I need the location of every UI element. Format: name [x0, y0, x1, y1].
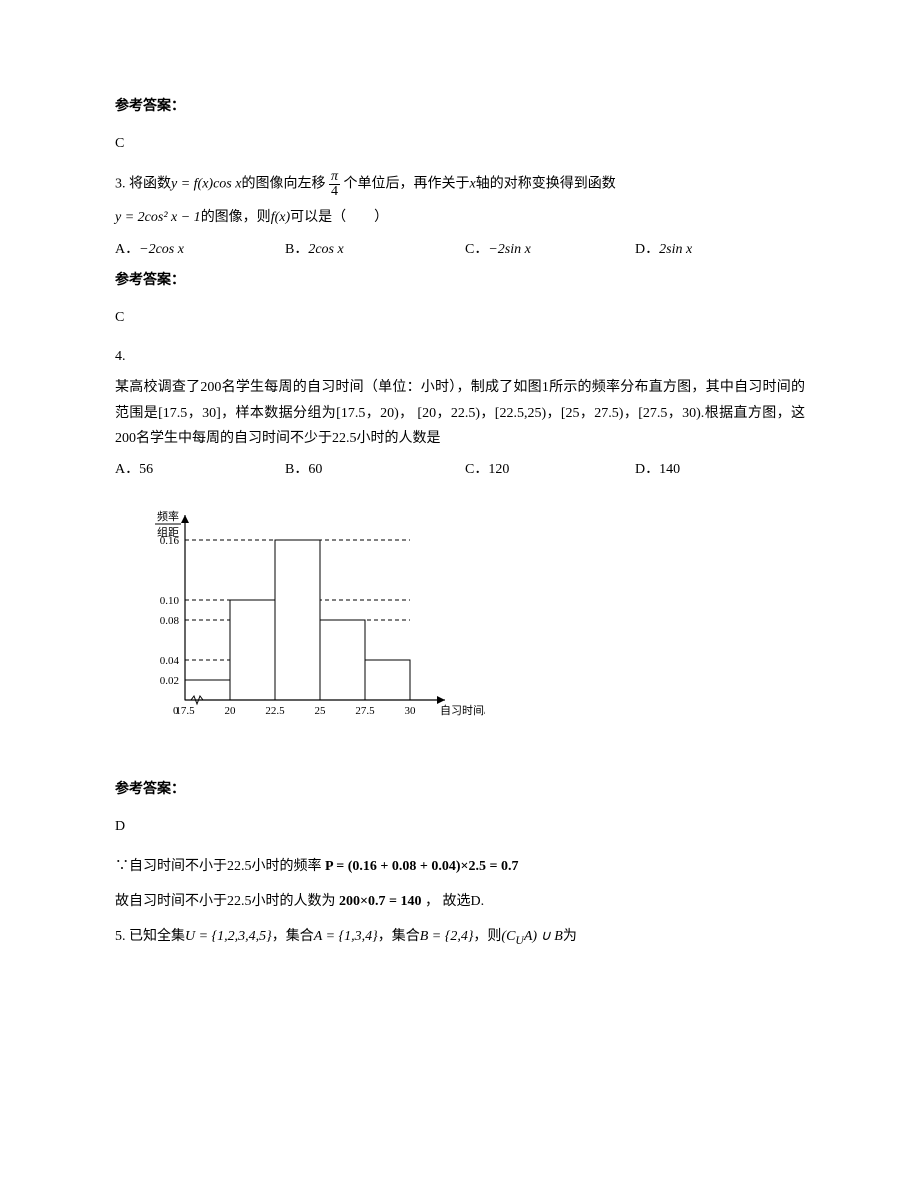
- q2-answer-block: 参考答案： C: [115, 94, 805, 156]
- q4-text: 某高校调查了200名学生每周的自习时间（单位：小时），制成了如图1所示的频率分布…: [115, 375, 805, 451]
- q5-e4: (CUA) ∪ B: [501, 929, 562, 944]
- svg-text:0.02: 0.02: [160, 675, 179, 687]
- q3-t1: 将函数: [129, 177, 171, 192]
- q3-answer-value: C: [115, 305, 805, 330]
- svg-text:27.5: 27.5: [355, 705, 375, 717]
- frac-den: 4: [329, 185, 340, 199]
- q4-answer-value: D: [115, 814, 805, 839]
- svg-text:0.08: 0.08: [160, 615, 180, 627]
- q4-answer-label: 参考答案：: [115, 777, 805, 802]
- q4-options: A．56 B．60 C．120 D．140: [115, 457, 805, 482]
- frac-num: π: [329, 170, 340, 185]
- q3-option-b: B．2cos x: [285, 237, 465, 262]
- q3-line2: y = 2cos² x − 1的图像，则f(x)可以是（ ）: [115, 205, 805, 230]
- q5-t1: 已知全集: [129, 929, 185, 944]
- q4-option-d: D．140: [635, 457, 775, 482]
- q5-t5: 为: [563, 929, 577, 944]
- svg-text:自习时间/小时: 自习时间/小时: [440, 704, 485, 717]
- q5-e1: U = {1,2,3,4,5}: [185, 929, 272, 944]
- svg-text:22.5: 22.5: [265, 705, 285, 717]
- svg-text:频率: 频率: [157, 509, 179, 523]
- q3-options: A．−2cos x B．2cos x C．−2sin x D．2sin x: [115, 237, 805, 262]
- q5-line: 5. 已知全集U = {1,2,3,4,5}，集合A = {1,3,4}，集合B…: [115, 924, 805, 951]
- q3-t3: 个单位后，再作关于: [343, 177, 469, 192]
- q3-l2-expr: y = 2cos² x − 1: [115, 210, 201, 225]
- q4-histogram: 频率组距0.020.040.080.100.16017.52022.52527.…: [125, 500, 805, 749]
- q5-t2: ，集合: [272, 929, 314, 944]
- q3-expr1: y = f(x)cos x: [171, 177, 241, 192]
- q4-sol-line2: 故自习时间不小于22.5小时的人数为 200×0.7 = 140 ， 故选D.: [115, 889, 805, 914]
- svg-text:0.16: 0.16: [160, 535, 180, 547]
- svg-text:0.04: 0.04: [160, 655, 180, 667]
- svg-text:17.5: 17.5: [175, 705, 195, 717]
- q3-l2-t2: 可以是（ ）: [290, 210, 388, 225]
- q3-t4: 轴的对称变换得到函数: [476, 177, 616, 192]
- answer-label: 参考答案：: [115, 94, 805, 119]
- q3-block: 3. 将函数y = f(x)cos x的图像向左移 π 4 个单位后，再作关于x…: [115, 170, 805, 330]
- q5-e3: B = {2,4}: [420, 929, 474, 944]
- q4-number: 4.: [115, 344, 805, 369]
- histogram-svg: 频率组距0.020.040.080.100.16017.52022.52527.…: [125, 500, 485, 740]
- svg-text:0.10: 0.10: [160, 595, 180, 607]
- q3-t2: 的图像向左移: [241, 177, 325, 192]
- q3-option-d: D．2sin x: [635, 237, 775, 262]
- pi-over-4: π 4: [329, 170, 340, 199]
- q3-option-c: C．−2sin x: [465, 237, 635, 262]
- q4-option-c: C．120: [465, 457, 635, 482]
- q5-t3: ，集合: [378, 929, 420, 944]
- q5-number: 5.: [115, 929, 129, 944]
- svg-text:20: 20: [225, 705, 237, 717]
- svg-text:30: 30: [405, 705, 417, 717]
- q3-line1: 3. 将函数y = f(x)cos x的图像向左移 π 4 个单位后，再作关于x…: [115, 170, 805, 199]
- q4-option-b: B．60: [285, 457, 465, 482]
- q3-number: 3.: [115, 177, 129, 192]
- q5-t4: ，则: [473, 929, 501, 944]
- q4-sol-line1: ∵自习时间不小于22.5小时的频率 P = (0.16 + 0.08 + 0.0…: [115, 854, 805, 879]
- q3-l2-expr2: f(x): [271, 210, 290, 225]
- sol1-formula: P = (0.16 + 0.08 + 0.04)×2.5 = 0.7: [325, 859, 519, 874]
- q5-e2: A = {1,3,4}: [314, 929, 378, 944]
- sol2-formula: 200×0.7 = 140: [339, 894, 421, 909]
- q3-answer-label: 参考答案：: [115, 268, 805, 293]
- sol2-pre: 故自习时间不小于22.5小时的人数为: [115, 894, 336, 909]
- sol1-pre: ∵自习时间不小于22.5小时的频率: [115, 859, 322, 874]
- svg-text:25: 25: [315, 705, 327, 717]
- sol2-post: ， 故选D.: [425, 894, 484, 909]
- q4-block: 4. 某高校调查了200名学生每周的自习时间（单位：小时），制成了如图1所示的频…: [115, 344, 805, 914]
- q4-option-a: A．56: [115, 457, 285, 482]
- q3-option-a: A．−2cos x: [115, 237, 285, 262]
- q5-block: 5. 已知全集U = {1,2,3,4,5}，集合A = {1,3,4}，集合B…: [115, 924, 805, 951]
- q3-l2-t1: 的图像，则: [201, 210, 271, 225]
- answer-value: C: [115, 131, 805, 156]
